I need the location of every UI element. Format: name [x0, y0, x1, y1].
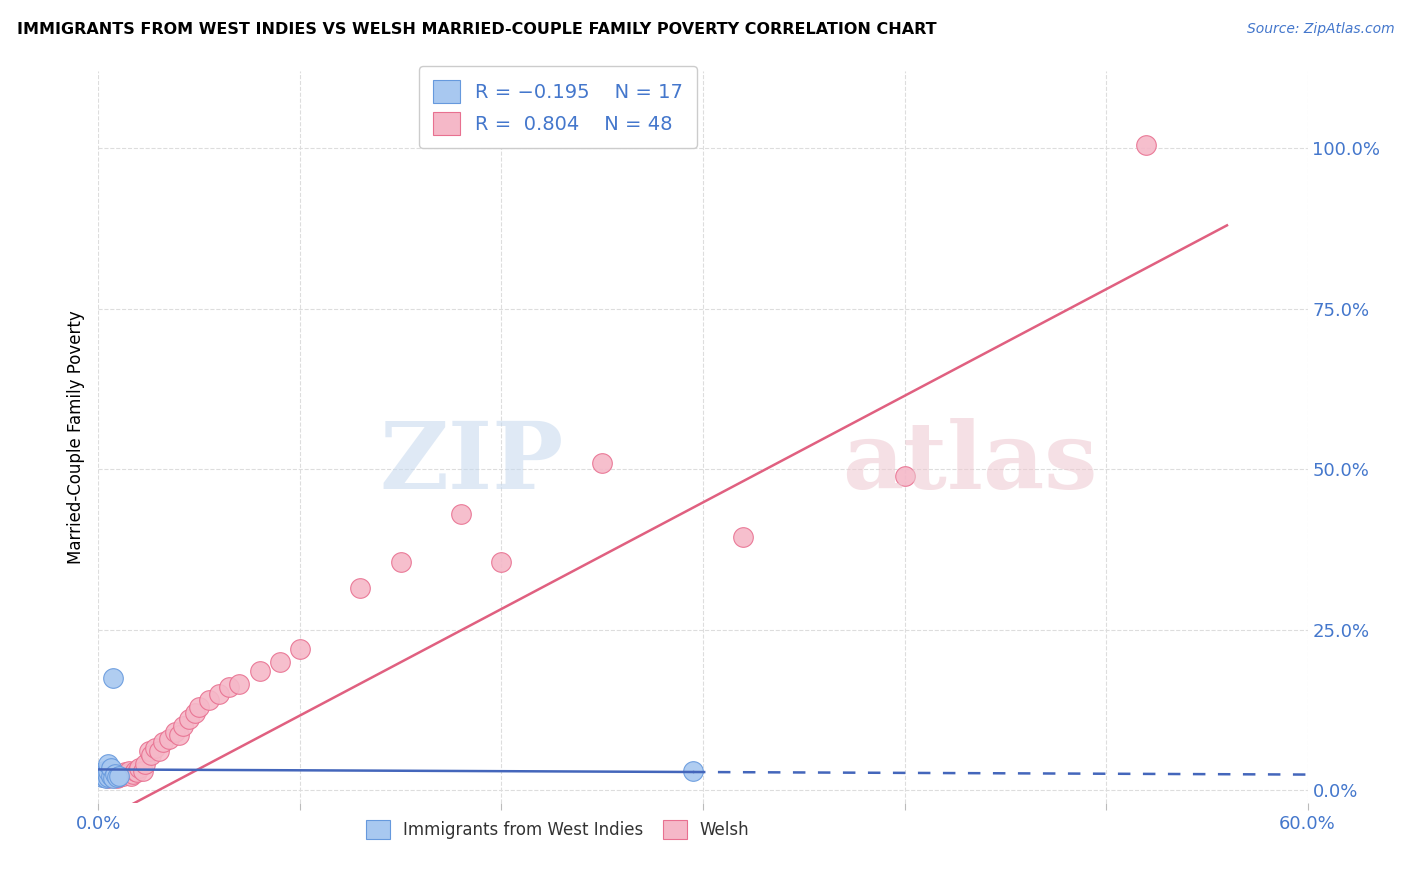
Y-axis label: Married-Couple Family Poverty: Married-Couple Family Poverty	[67, 310, 86, 564]
Point	[93, 769, 115, 783]
Point	[121, 767, 143, 781]
Point	[97, 764, 120, 778]
Point	[103, 769, 125, 783]
Legend: Immigrants from West Indies, Welsh: Immigrants from West Indies, Welsh	[360, 814, 756, 846]
Point	[249, 665, 271, 679]
Point	[134, 757, 156, 772]
Point	[208, 687, 231, 701]
Point	[103, 767, 125, 781]
Point	[139, 747, 162, 762]
Point	[115, 767, 138, 781]
Text: atlas: atlas	[842, 417, 1098, 508]
Point	[184, 706, 207, 720]
Point	[491, 555, 513, 569]
Point	[105, 772, 128, 786]
Point	[288, 641, 311, 656]
Point	[167, 728, 190, 742]
Point	[100, 770, 122, 784]
Point	[101, 767, 124, 781]
Point	[228, 677, 250, 691]
Point	[163, 725, 186, 739]
Point	[100, 760, 122, 774]
Text: IMMIGRANTS FROM WEST INDIES VS WELSH MARRIED-COUPLE FAMILY POVERTY CORRELATION C: IMMIGRANTS FROM WEST INDIES VS WELSH MAR…	[17, 22, 936, 37]
Point	[96, 764, 118, 779]
Point	[111, 769, 134, 783]
Point	[125, 764, 148, 779]
Point	[389, 555, 412, 569]
Point	[349, 581, 371, 595]
Point	[97, 772, 120, 786]
Point	[148, 744, 170, 758]
Point	[591, 456, 613, 470]
Point	[96, 769, 118, 783]
Point	[93, 764, 115, 778]
Point	[96, 772, 118, 786]
Point	[682, 764, 704, 778]
Point	[450, 507, 472, 521]
Point	[218, 681, 240, 695]
Point	[118, 764, 141, 778]
Point	[188, 699, 211, 714]
Text: Source: ZipAtlas.com: Source: ZipAtlas.com	[1247, 22, 1395, 37]
Point	[198, 693, 221, 707]
Point	[1135, 138, 1157, 153]
Point	[152, 735, 174, 749]
Point	[105, 770, 128, 784]
Point	[179, 712, 201, 726]
Point	[89, 767, 111, 781]
Point	[143, 741, 166, 756]
Point	[157, 731, 180, 746]
Point	[893, 468, 915, 483]
Text: ZIP: ZIP	[380, 417, 564, 508]
Point	[138, 744, 160, 758]
Point	[101, 772, 124, 786]
Point	[124, 764, 146, 778]
Point	[107, 770, 129, 784]
Point	[172, 719, 194, 733]
Point	[132, 764, 155, 778]
Point	[97, 770, 120, 784]
Point	[101, 671, 124, 685]
Point	[93, 770, 115, 784]
Point	[128, 760, 150, 774]
Point	[110, 767, 132, 781]
Point	[733, 529, 755, 543]
Point	[114, 764, 136, 779]
Point	[107, 769, 129, 783]
Point	[91, 767, 114, 781]
Point	[100, 769, 122, 783]
Point	[120, 769, 142, 783]
Point	[97, 757, 120, 772]
Point	[269, 655, 291, 669]
Point	[91, 770, 114, 784]
